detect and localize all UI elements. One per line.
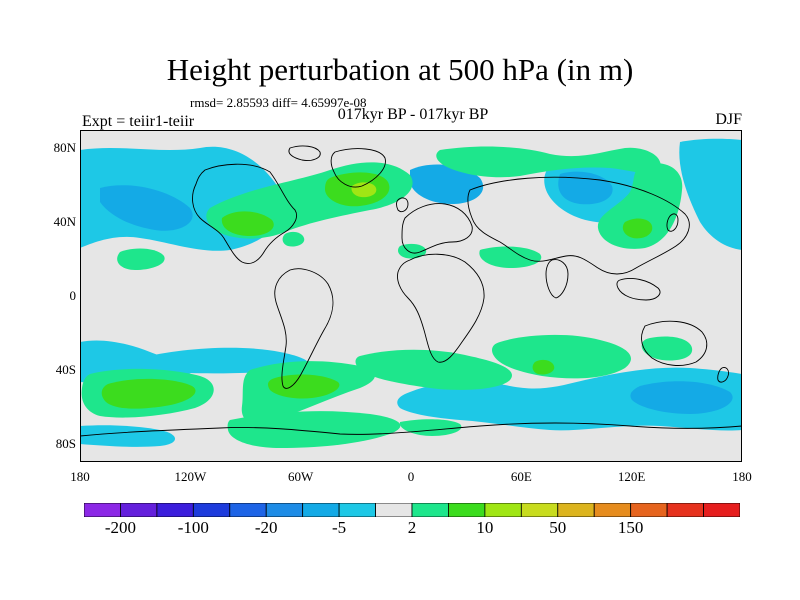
lon-label: 180 [70,469,90,484]
nh-green-east-asia [597,163,683,249]
sh-light-blue-antarctic-west [80,425,175,447]
colorbar-swatch [192,503,231,517]
colorbar [84,503,740,517]
colorbar-swatch [84,503,121,517]
colorbar-label: 10 [476,518,494,537]
sh-green-atlantic [355,349,512,390]
colorbar-swatch [265,503,304,517]
lon-label: 120E [617,469,646,484]
nh-blue-core-russia [410,164,484,204]
colorbar-label: 150 [617,518,644,537]
nh-yellow-green-core [351,182,377,198]
coast-south-america [274,268,334,389]
nh-green-colombia [282,231,305,247]
sh-green-australia [641,336,693,361]
season-label: DJF [715,111,742,128]
lat-label: 0 [69,288,77,303]
nh-blue-core-atlantic [100,185,193,231]
colorbar-label: -100 [177,518,209,537]
sh-dark-green-indian [532,359,555,375]
lat-label: 40N [53,214,76,230]
coast-north-america [192,163,297,264]
coast-japan [666,213,679,232]
stats-text: rmsd= 2.85593 diff= 4.65997e-08 [190,95,367,110]
colorbar-swatch [484,503,522,517]
coast-europe [401,203,473,254]
colorbar-swatch [703,503,740,517]
sh-green-antarctic [227,411,401,448]
lon-label: 120W [174,469,207,484]
colorbar-label: 2 [407,518,417,537]
map-frame [80,130,742,462]
colorbar-swatch [120,503,158,517]
colorbar-swatch [666,503,704,517]
lon-label: 60W [288,469,314,484]
colorbar-swatch [520,503,559,517]
colorbar-label: 50 [549,518,567,537]
nh-dark-green-east-asia [622,218,653,239]
experiment-label: Expt = teiir1-teiir [82,113,195,130]
period-label: 017kyr BP - 017kyr BP [337,106,489,123]
colorbar-label: -5 [332,518,347,537]
height-perturbation-map [80,130,742,462]
nh-light-blue-pacific [679,138,742,250]
colorbar-swatch [338,503,376,517]
lat-label: 80N [53,140,76,156]
coast-asia [467,176,690,275]
coast-greenland [330,148,386,188]
colorbar-swatch [557,503,595,517]
nh-green-arctic [436,146,661,178]
colorbar-swatch [302,503,340,517]
coastlines [80,145,742,437]
sh-dark-green-pacific [101,378,196,409]
nh-dark-green-usa [221,211,274,236]
colorbar-swatch [375,503,413,517]
coast-uk [396,197,409,213]
figure-title: Height perturbation at 500 hPa (in m) [166,52,634,87]
colorbar-swatch [156,503,194,517]
colorbar-label: -200 [104,518,137,537]
colorbar-swatch [593,503,632,517]
nh-green-mideast [479,246,542,268]
coast-new-zealand [717,367,729,383]
lon-label: 180 [732,469,752,484]
sh-green-indian [492,334,631,379]
lon-label: 0 [407,469,415,484]
sh-blue-core-australia [630,381,733,414]
nh-green-pacific-small [117,248,165,270]
coast-australia [641,320,708,366]
colorbar-swatch [448,503,486,517]
lat-label: 40S [55,361,76,377]
sh-dark-green-argentina [267,374,340,399]
coast-india [545,259,569,299]
coast-antarctica [80,422,742,437]
colorbar-swatch [229,503,267,517]
coast-africa [397,253,485,363]
colorbar-swatch [411,503,449,517]
coast-arctic-islands [288,145,321,161]
lon-label: 60E [510,469,532,484]
coast-southeast-asia [616,277,661,301]
colorbar-swatch [630,503,668,517]
colorbar-label: -20 [254,518,278,537]
lat-label: 80S [55,435,76,451]
